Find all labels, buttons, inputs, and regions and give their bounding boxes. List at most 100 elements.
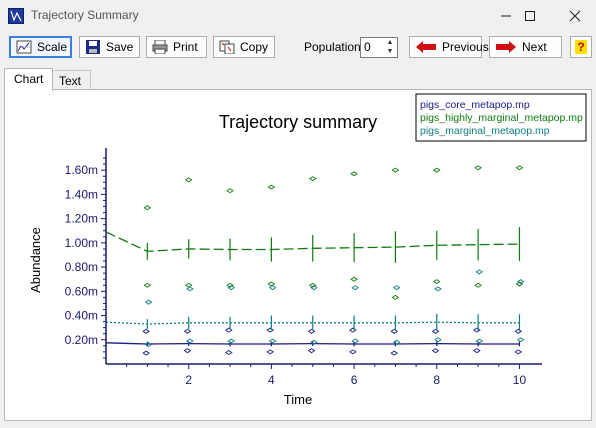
range-marker-min — [268, 338, 277, 344]
range-marker-max — [267, 184, 276, 190]
range-marker-min — [267, 281, 276, 287]
range-marker-max — [308, 176, 317, 182]
arrow-right-icon — [495, 40, 517, 54]
range-marker-min — [227, 338, 236, 344]
range-marker-max — [474, 165, 482, 171]
copy-button[interactable]: Copy — [213, 36, 275, 58]
range-marker-min — [226, 282, 234, 288]
range-marker-max — [431, 328, 440, 334]
range-marker-max — [307, 328, 316, 334]
range-marker-max — [516, 279, 525, 285]
range-marker-min — [475, 338, 484, 344]
range-marker-min — [310, 339, 318, 345]
trajectory-chart: pigs_core_metapop.mp pigs_highly_margina… — [28, 93, 587, 407]
range-marker-max — [184, 177, 193, 183]
print-button[interactable]: Print — [146, 36, 207, 58]
y-tick-label: 0.80m — [65, 260, 98, 274]
print-label: Print — [173, 40, 198, 54]
range-marker-min — [142, 350, 150, 356]
range-marker-min — [432, 279, 441, 285]
range-marker-min — [349, 349, 357, 355]
range-marker-max — [225, 327, 233, 333]
range-marker-max — [515, 165, 524, 171]
range-marker-max — [268, 285, 277, 291]
scale-button[interactable]: Scale — [9, 36, 72, 58]
range-marker-max — [434, 286, 442, 292]
range-marker-min — [516, 337, 525, 343]
spin-up-icon[interactable]: ▲ — [386, 39, 394, 46]
range-marker-max — [266, 327, 274, 333]
copy-label: Copy — [240, 40, 269, 54]
plot-area: 0.20m 0.40m 0.60m 0.80m 1.00m 1.20m 1.40m 1.60m… — [65, 148, 542, 387]
range-marker-min — [143, 282, 152, 288]
range-marker-min — [308, 282, 317, 288]
range-marker-min — [514, 349, 523, 355]
help-button[interactable]: ? — [570, 36, 592, 58]
tab-chart[interactable]: Chart — [4, 68, 54, 91]
y-tick-label: 1.00m — [65, 236, 98, 250]
range-marker-min — [431, 348, 440, 354]
chart-title: Trajectory summary — [219, 112, 377, 132]
save-button[interactable]: Save — [79, 36, 140, 58]
y-tick-label: 1.40m — [65, 187, 98, 201]
next-label: Next — [522, 40, 547, 54]
x-axis-label: Time — [284, 392, 312, 407]
legend-entry: pigs_highly_marginal_metapop.mp — [420, 112, 583, 124]
y-tick-label: 0.20m — [65, 333, 98, 347]
range-marker-min — [183, 348, 192, 354]
range-marker-max — [349, 327, 357, 333]
population-label: Population: — [304, 40, 365, 54]
tab-bar: Chart Text — [0, 68, 596, 91]
y-tick-label: 1.60m — [65, 163, 98, 177]
x-tick-label: 6 — [351, 373, 358, 387]
range-marker-max — [473, 327, 481, 333]
range-marker-min — [350, 276, 358, 282]
range-marker-min — [390, 350, 399, 356]
x-tick-label: 2 — [185, 373, 192, 387]
x-tick-label: 10 — [513, 373, 527, 387]
app-icon — [8, 8, 24, 24]
copy-icon — [219, 40, 235, 55]
range-marker-max — [227, 285, 236, 291]
range-marker-min — [225, 349, 233, 356]
legend-entry: pigs_core_metapop.mp — [420, 99, 530, 111]
arrow-left-icon — [415, 40, 437, 54]
y-tick-label: 0.60m — [65, 284, 98, 298]
range-marker-min — [434, 337, 442, 343]
range-marker-min — [186, 338, 194, 344]
y-axis-label: Abundance — [28, 227, 43, 293]
range-marker-max — [143, 205, 152, 211]
range-marker-min — [184, 282, 193, 288]
range-marker-max — [226, 188, 234, 194]
range-marker-min — [473, 348, 481, 354]
window-title: Trajectory Summary — [31, 8, 139, 22]
maximize-button[interactable] — [512, 0, 548, 32]
chart-panel: pigs_core_metapop.mp pigs_highly_margina… — [4, 89, 592, 421]
minimize-button[interactable] — [488, 0, 524, 32]
legend-box — [415, 93, 587, 142]
scale-label: Scale — [37, 40, 68, 54]
previous-button[interactable]: Previous — [409, 36, 489, 58]
printer-icon — [152, 39, 168, 55]
y-tick-label: 0.40m — [65, 309, 98, 323]
population-value[interactable]: 0 — [364, 40, 371, 54]
close-button[interactable] — [557, 0, 593, 32]
series-line — [105, 321, 520, 325]
population-stepper[interactable]: 0 ▲ ▼ — [360, 37, 398, 58]
range-marker-max — [186, 286, 194, 292]
legend-entry: pigs_marginal_metapop.mp — [420, 125, 550, 137]
floppy-disk-icon — [85, 40, 101, 54]
range-marker-max — [310, 285, 318, 291]
range-marker-min — [474, 282, 482, 288]
range-marker-min — [266, 349, 274, 355]
toolbar: Scale Save Print Copy Population: 0 ▲ ▼ … — [0, 32, 596, 64]
spin-down-icon[interactable]: ▼ — [386, 48, 394, 55]
range-marker-max — [391, 167, 400, 173]
tab-text[interactable]: Text — [49, 70, 92, 90]
title-bar: Trajectory Summary — [0, 0, 596, 32]
range-marker-max — [392, 285, 401, 291]
range-marker-min — [392, 339, 401, 345]
y-tick-label: 1.20m — [65, 212, 98, 226]
next-button[interactable]: Next — [489, 36, 562, 58]
previous-label: Previous — [442, 40, 489, 54]
